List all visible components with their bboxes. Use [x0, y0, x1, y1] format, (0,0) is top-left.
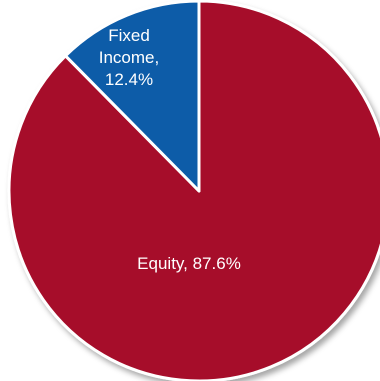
- pie-label-fixed-income: Fixed Income, 12.4%: [99, 26, 159, 89]
- pie-label-line: 12.4%: [105, 70, 153, 89]
- pie-label-line: Fixed: [108, 26, 150, 45]
- pie-slice-equity: [7, 0, 380, 381]
- pie-label-line: Income,: [99, 48, 159, 67]
- pie-slices: [7, 0, 380, 381]
- pie-label-equity: Equity, 87.6%: [137, 254, 241, 273]
- pie-label-line: Equity, 87.6%: [137, 254, 241, 273]
- pie-slice-fixed-income: [63, 0, 201, 193]
- pie-labels: Equity, 87.6% Fixed Income, 12.4%: [99, 26, 241, 273]
